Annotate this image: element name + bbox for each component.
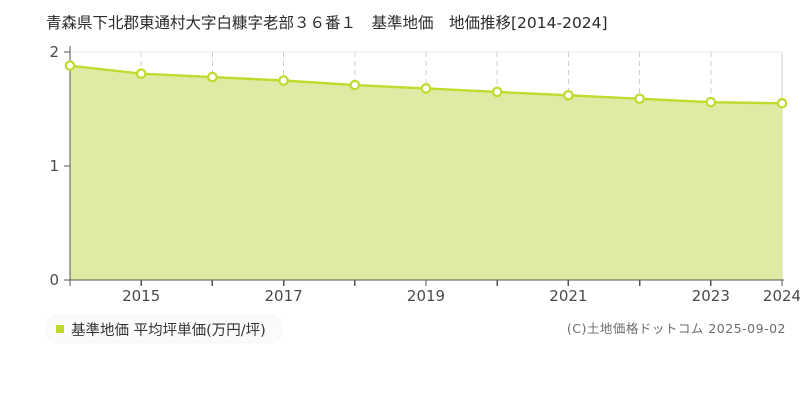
series-markers [64, 60, 788, 109]
data-point-marker[interactable] [420, 83, 432, 94]
x-axis-tick-label: 2015 [122, 287, 160, 305]
data-point-marker[interactable] [634, 93, 645, 105]
x-axis-tick-label: 2019 [407, 287, 445, 305]
data-point-marker[interactable] [135, 68, 147, 79]
data-point-marker[interactable] [278, 75, 289, 86]
series-area-fill [70, 65, 782, 281]
x-axis-tick-label: 2017 [265, 287, 303, 305]
x-axis-tick-label: 2024 [763, 287, 800, 305]
chart-legend[interactable]: 基準地価 平均坪単価(万円/坪) [46, 316, 282, 342]
x-axis-tick-label: 2021 [549, 287, 587, 305]
legend-label: 基準地価 平均坪単価(万円/坪) [71, 322, 266, 339]
chart-title: 青森県下北郡東通村大字白糠字老部３６番１ 基準地価 地価推移[2014-2024… [46, 14, 608, 32]
data-point-marker[interactable] [64, 60, 76, 71]
legend-swatch-icon [56, 325, 64, 333]
data-point-marker[interactable] [349, 79, 361, 91]
data-point-marker[interactable] [207, 71, 218, 83]
copyright-credit: (C)土地価格ドットコム 2025-09-02 [566, 321, 786, 336]
y-axis-tick-label: 1 [49, 157, 59, 175]
y-axis-tick-label: 0 [49, 271, 59, 289]
data-point-marker[interactable] [491, 86, 503, 98]
data-point-marker[interactable] [563, 90, 574, 101]
x-axis-tick-label: 2023 [692, 287, 730, 305]
data-point-marker[interactable] [776, 98, 788, 109]
y-axis-tick-label: 2 [49, 43, 59, 61]
data-point-marker[interactable] [705, 96, 717, 108]
